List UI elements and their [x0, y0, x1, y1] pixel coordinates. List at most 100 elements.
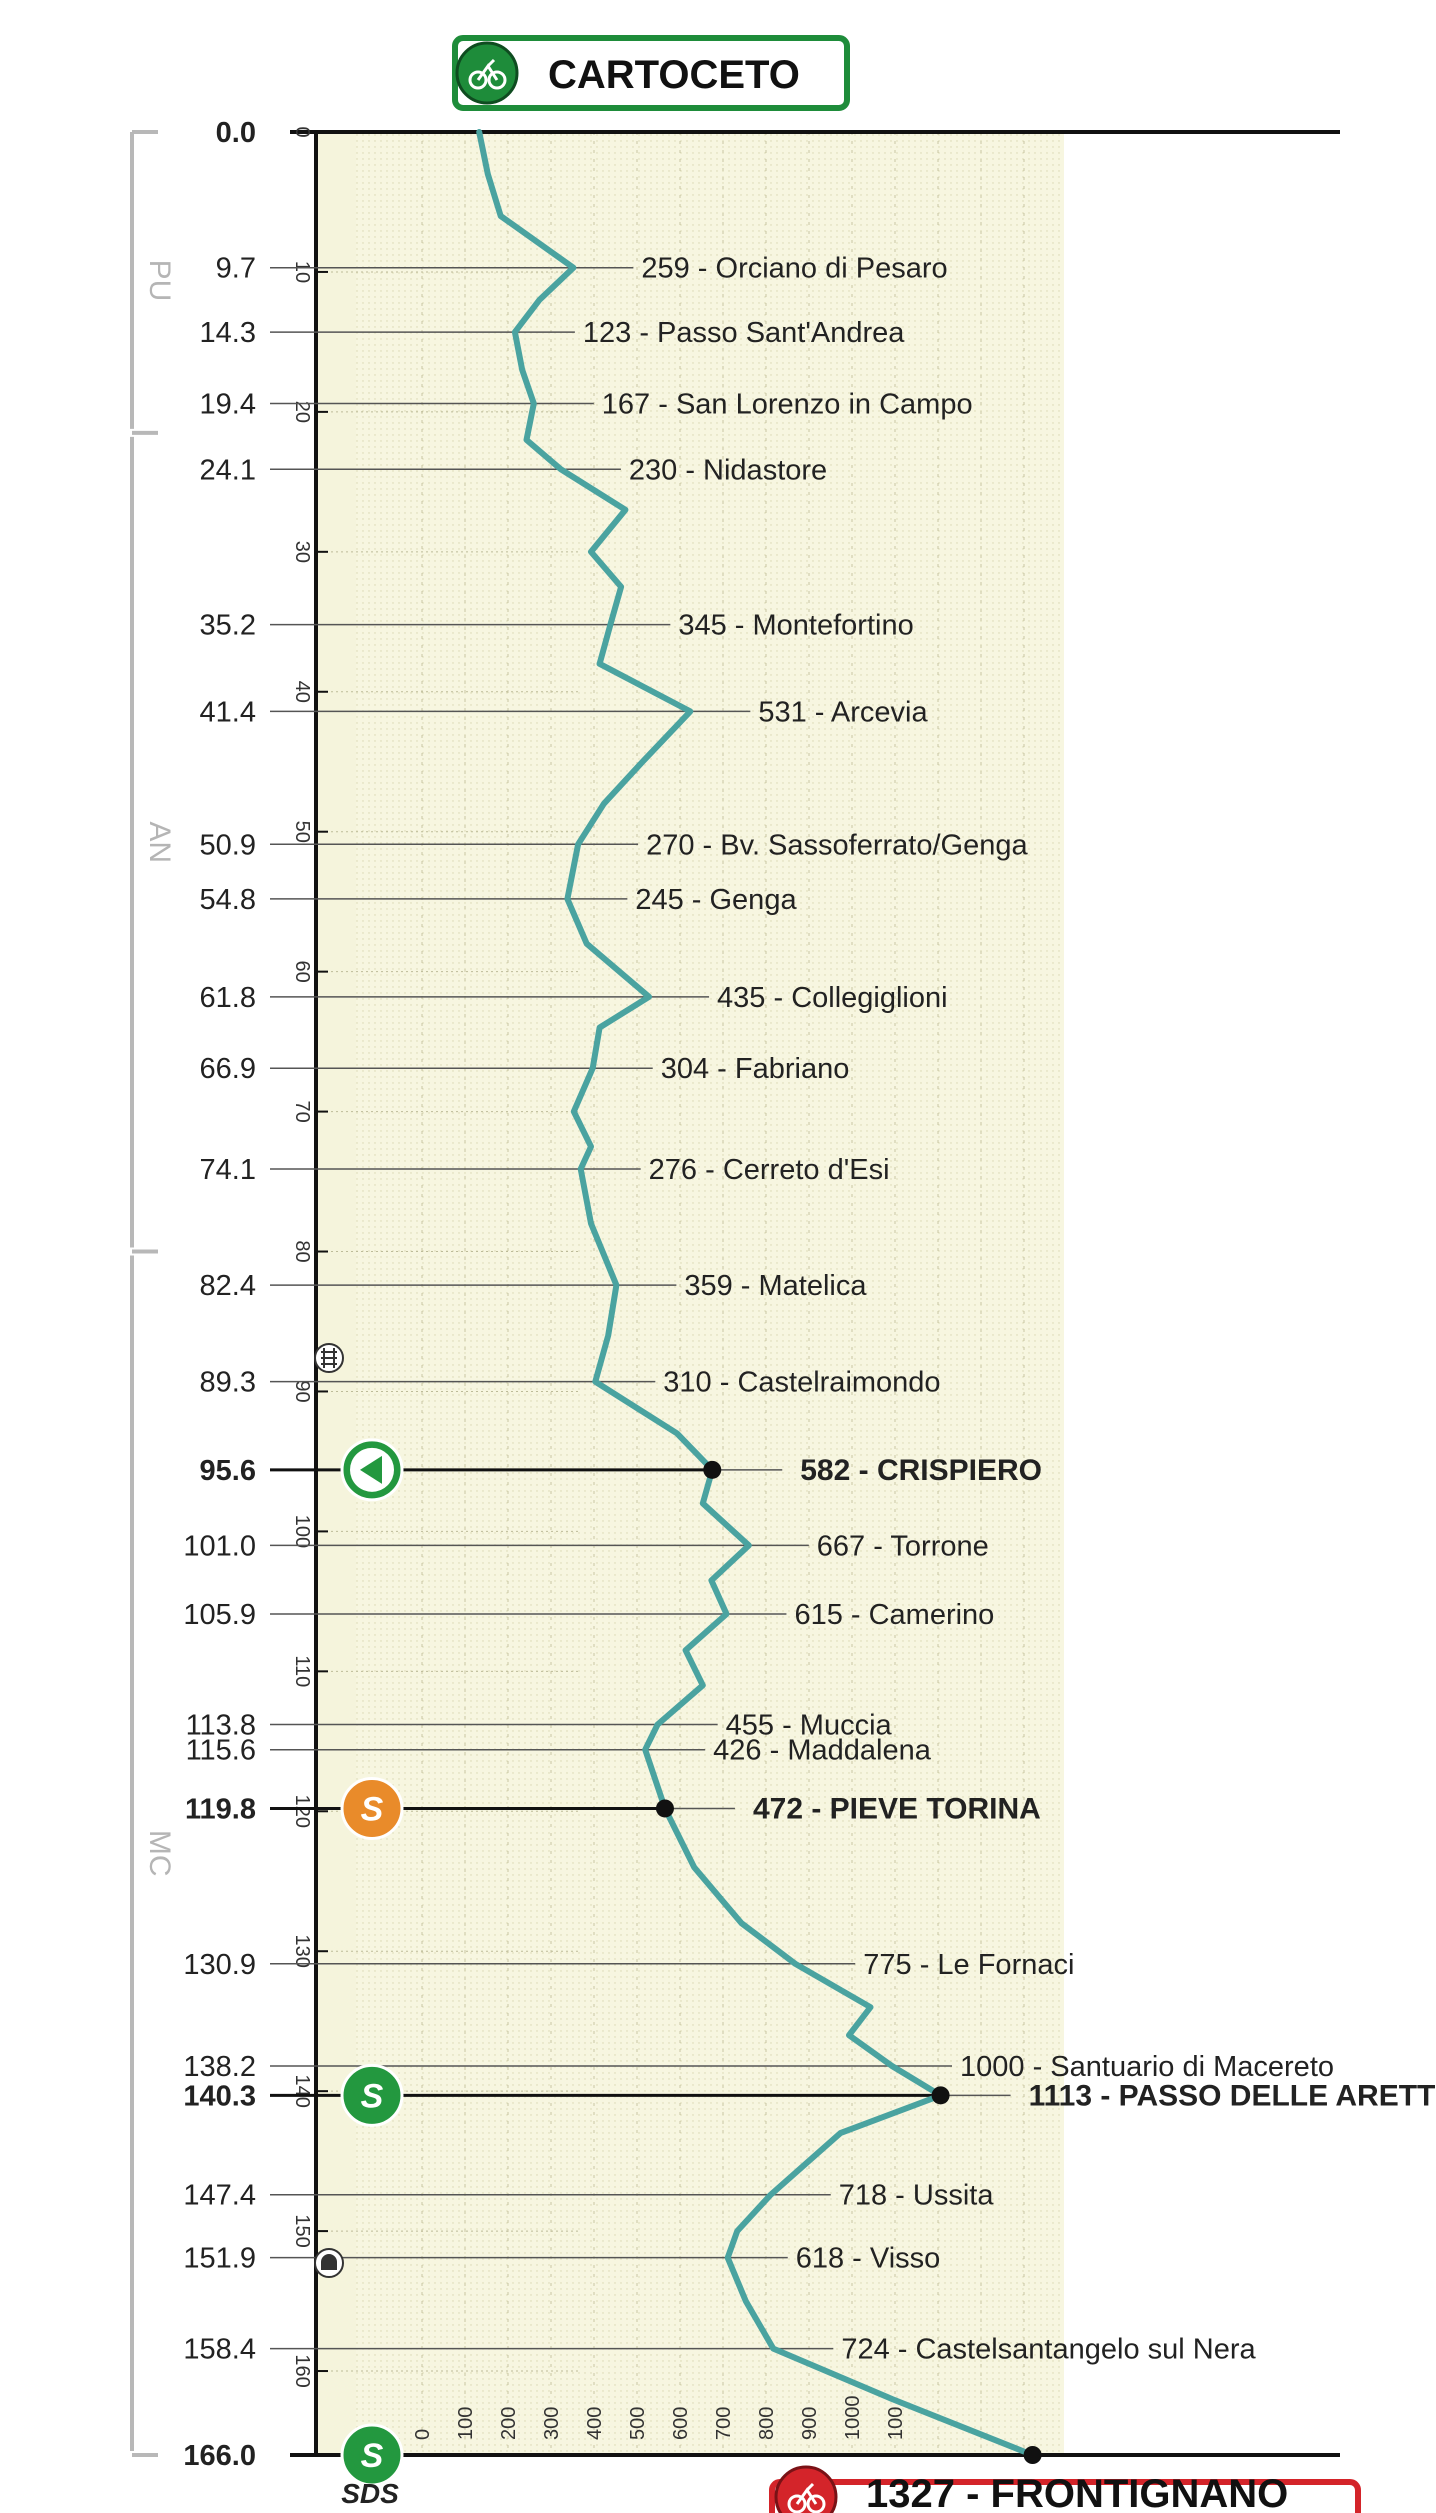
km-label: 61.8: [200, 982, 256, 1014]
altitude-tick-label: 900: [799, 2407, 821, 2440]
altitude-tick-label: 400: [584, 2407, 606, 2440]
waypoint-label: 435 - Collegiglioni: [717, 982, 948, 1014]
start-bike-icon: [455, 41, 519, 105]
km-label: 14.3: [200, 317, 256, 349]
km-label: 119.8: [185, 1793, 256, 1825]
altitude-tick-label: 100: [885, 2407, 907, 2440]
km-tick-label: 100: [291, 1515, 313, 1548]
altitude-tick-label: 0: [412, 2429, 434, 2440]
km-label: 35.2: [200, 610, 256, 642]
waypoint-label: 1000 - Santuario di Macereto: [960, 2051, 1334, 2083]
km-tick-label: 20: [291, 401, 313, 423]
km-label: 151.9: [183, 2243, 256, 2275]
km-tick-label: 160: [291, 2354, 313, 2387]
km-tick-label: 140: [291, 2074, 313, 2107]
sds-label: SDS: [341, 2478, 399, 2509]
km-label: 158.4: [183, 2334, 256, 2366]
waypoint-label: 724 - Castelsantangelo sul Nera: [841, 2334, 1256, 2366]
chart-left-band: [316, 132, 356, 2455]
region-label: PU: [143, 260, 176, 302]
km-tick-label: 30: [291, 541, 313, 563]
km-tick-label: 60: [291, 961, 313, 983]
waypoint-label: 1113 - PASSO DELLE ARETTE: [1029, 2079, 1436, 2112]
km-label: 74.1: [200, 1154, 256, 1186]
km-label: 89.3: [200, 1367, 256, 1399]
chart-grid: [316, 131, 1025, 2455]
elevation-profile-line: [476, 129, 1036, 2458]
waypoint-label: 123 - Passo Sant'Andrea: [583, 317, 905, 349]
sprint-orange-icon: [340, 1776, 404, 1840]
waypoint-label: 259 - Orciano di Pesaro: [641, 253, 947, 285]
km-label: 140.3: [183, 2080, 256, 2112]
sprint-letter: S: [361, 2077, 384, 2115]
climb-sprint-markers: S S S: [340, 1438, 1042, 2487]
region-brackets: PU AN MC: [130, 130, 176, 2457]
waypoint-label: 304 - Fabriano: [661, 1053, 850, 1085]
waypoint-rows: 0.0 259 - Orciano di Pesaro 9.7 123 - Passo…: [183, 117, 1436, 2472]
region-label: AN: [143, 821, 176, 863]
km-label: 54.8: [200, 884, 256, 916]
km-tick-label: 150: [291, 2214, 313, 2247]
chart-axes: [290, 130, 1340, 2457]
sprint-green-icon: [340, 2423, 404, 2487]
altitude-tick-label: 300: [541, 2407, 563, 2440]
altitude-tick-label: 800: [756, 2407, 778, 2440]
km-label: 166.0: [183, 2440, 256, 2472]
km-label: 24.1: [200, 454, 256, 486]
waypoint-label: 472 - PIEVE TORINA: [753, 1792, 1041, 1825]
km-label: 105.9: [183, 1599, 256, 1631]
km-label: 95.6: [200, 1455, 256, 1487]
chart-background: [316, 132, 1064, 2455]
finish-banner: 1327 - FRONTIGNANO: [769, 2465, 1361, 2513]
altitude-axis-ticks: 0 100 200 300 400 500 600 700 800 900 1000 100: [412, 2396, 907, 2441]
waypoint-label: 775 - Le Fornaci: [863, 1949, 1074, 1981]
waypoint-label: 245 - Genga: [635, 884, 797, 916]
km-tick-label: 90: [291, 1380, 313, 1402]
sprint-letter: S: [361, 1790, 384, 1828]
waypoint-label: 718 - Ussita: [839, 2180, 995, 2212]
km-label: 19.4: [200, 388, 256, 420]
waypoint-label: 667 - Torrone: [817, 1530, 989, 1562]
waypoint-label: 426 - Maddalena: [713, 1735, 932, 1767]
km-tick-label: 110: [291, 1655, 313, 1687]
km-tick-label: 40: [291, 681, 313, 703]
rail-crossing-icon: [314, 1343, 344, 1373]
start-banner: CARTOCETO: [452, 35, 850, 111]
waypoint-label: 345 - Montefortino: [678, 610, 913, 642]
waypoint-label: 276 - Cerreto d'Esi: [649, 1154, 890, 1186]
waypoint-label: 359 - Matelica: [684, 1270, 867, 1302]
altitude-tick-label: 1000: [842, 2396, 864, 2441]
waypoint-label: 582 - CRISPIERO: [800, 1454, 1042, 1487]
sprint-letter: S: [361, 2437, 384, 2475]
kom-triangle: [360, 1455, 382, 1484]
km-tick-label: 130: [291, 1935, 313, 1968]
altitude-tick-label: 100: [455, 2407, 477, 2440]
altitude-tick-label: 500: [627, 2407, 649, 2440]
km-label: 0.0: [216, 117, 256, 149]
km-tick-label: 0: [291, 126, 313, 137]
km-tick-label: 70: [291, 1100, 313, 1122]
km-tick-label: 80: [291, 1240, 313, 1262]
chart-fill: [316, 132, 1064, 2455]
km-label: 41.4: [200, 696, 256, 728]
km-axis-ticks: 0 10 20 30 40 50 60 70 80 90 100 110 120 130 140 150 160: [291, 126, 328, 2388]
region-label: MC: [143, 1830, 176, 1877]
summit-dot: [1023, 2446, 1042, 2464]
km-tick-label: 120: [291, 1795, 313, 1828]
sprint-green-icon: [340, 2063, 404, 2127]
tunnel-icon: [314, 2248, 344, 2278]
summit-dot: [655, 1799, 674, 1818]
waypoint-label: 615 - Camerino: [794, 1599, 994, 1631]
start-label: CARTOCETO: [548, 53, 800, 97]
km-label: 115.6: [186, 1735, 256, 1767]
waypoint-label: 270 - Bv. Sassoferrato/Genga: [646, 829, 1028, 861]
km-tick-label: 10: [291, 261, 313, 283]
km-label: 138.2: [183, 2051, 256, 2083]
waypoint-label: 531 - Arcevia: [758, 696, 928, 728]
km-tick-label: 50: [291, 821, 313, 843]
waypoint-label: 310 - Castelraimondo: [663, 1367, 940, 1399]
summit-dot: [703, 1460, 722, 1479]
waypoint-label: 455 - Muccia: [726, 1710, 893, 1742]
km-label: 147.4: [183, 2180, 256, 2212]
finish-label: 1327 - FRONTIGNANO: [866, 2472, 1288, 2513]
